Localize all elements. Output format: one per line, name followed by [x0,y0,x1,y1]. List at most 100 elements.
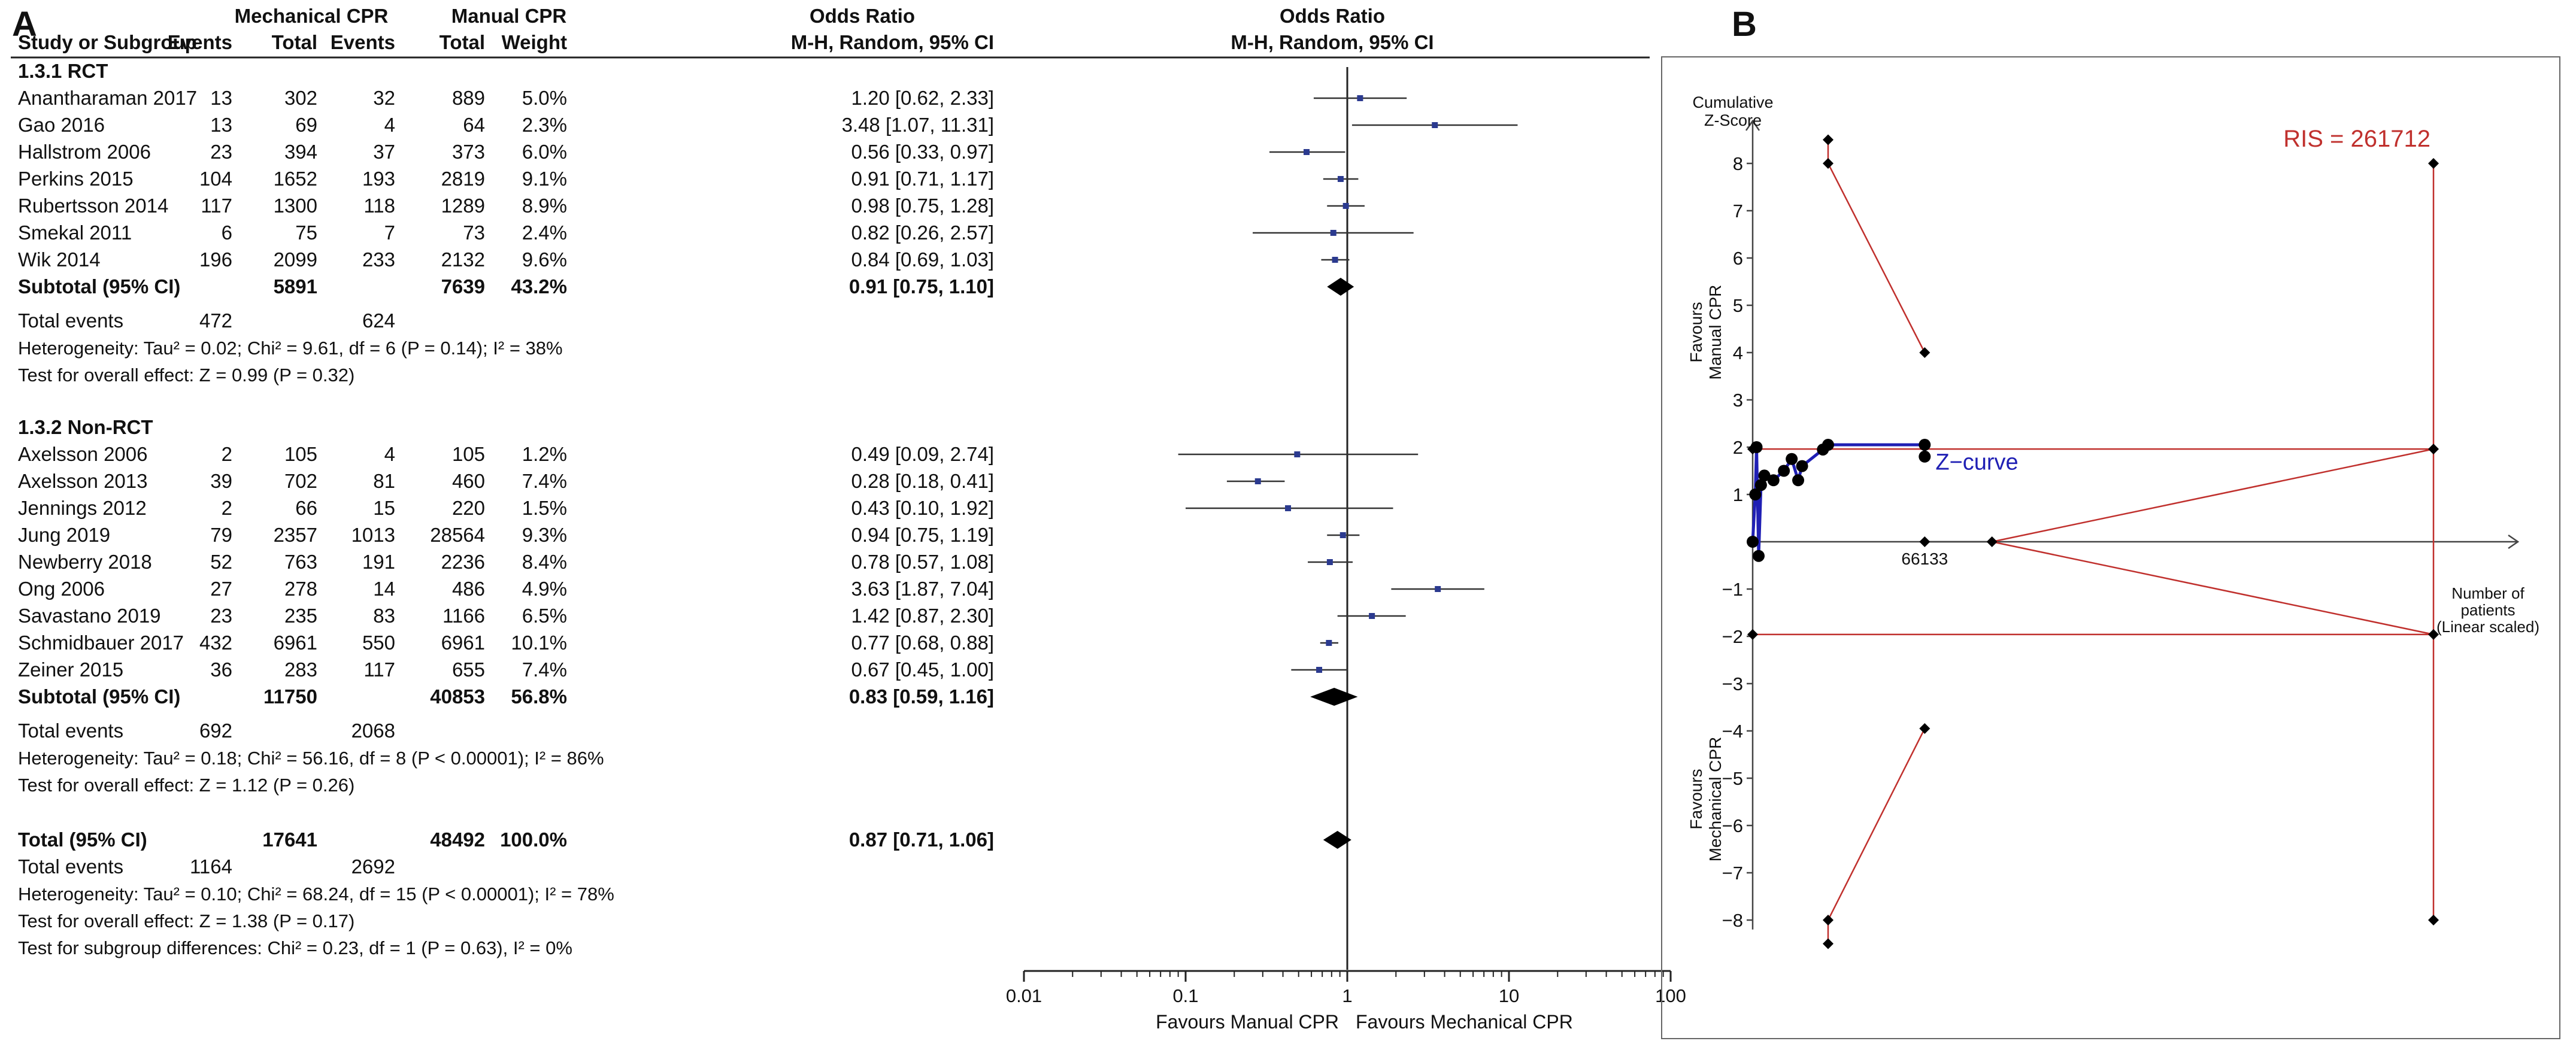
boundary-point [2428,444,2439,455]
total-manual: 2132 [441,248,485,271]
subtotal-total-mechanical: 11750 [263,685,317,708]
events-mechanical: 6 [222,221,232,244]
study-weight: 8.9% [522,195,567,217]
point-estimate [1339,532,1346,538]
study-weight: 6.5% [522,605,567,627]
point-estimate [1285,505,1292,511]
z-curve-point [1919,450,1931,463]
y-tick-label: 6 [1733,248,1743,269]
point-estimate [1432,122,1438,128]
total-label: Total (95% CI) [18,828,147,851]
total-manual: 889 [452,87,485,109]
boundary-point [2428,158,2439,169]
study-name: Gao 2016 [18,114,105,136]
total-manual: 48492 [430,828,485,851]
study-ci-text: 0.56 [0.33, 0.97] [851,141,994,163]
study-ci-text: 0.78 [0.57, 1.08] [851,551,994,573]
y-tick-label: −5 [1722,768,1743,789]
study-name: Axelsson 2006 [18,443,147,465]
subtotal-ci-text: 0.83 [0.59, 1.16] [849,685,994,708]
study-ci-text: 3.63 [1.87, 7.04] [851,578,994,600]
point-estimate [1326,559,1333,565]
point-estimate [1304,149,1310,155]
header-total-2: Total [440,31,485,53]
total-mechanical: 66 [295,497,317,519]
total-mechanical: 2357 [274,524,317,546]
subtotal-total-manual: 40853 [430,685,485,708]
study-weight: 4.9% [522,578,567,600]
events-mechanical: 2 [222,497,232,519]
header-mechanical-cpr: Mechanical CPR [235,5,389,27]
y-axis-arrow [1745,119,1760,131]
x-axis-title: Number of [2451,584,2525,602]
heterogeneity-text: Heterogeneity: Tau² = 0.02; Chi² = 9.61,… [18,338,563,359]
total-events-label: Total events [18,720,123,742]
header-manual-cpr: Manual CPR [451,5,567,27]
boundary-point [1822,915,1833,925]
study-name: Perkins 2015 [18,168,134,190]
study-weight: 2.4% [522,221,567,244]
events-manual: 4 [384,443,395,465]
study-ci-text: 0.49 [0.09, 2.74] [851,443,994,465]
events-mechanical: 13 [210,114,232,136]
total-manual: 655 [452,658,485,681]
events-manual: 83 [373,605,395,627]
total-events-manual: 2068 [351,720,395,742]
events-mechanical: 27 [210,578,232,600]
y-tick-label: 5 [1733,295,1743,316]
header-total-1: Total [272,31,317,53]
subtotal-total-manual: 7639 [441,275,485,298]
total-diamond [1323,831,1351,849]
study-name: Axelsson 2013 [18,470,147,492]
subtotal-total-mechanical: 5891 [274,275,317,298]
y-tick-label: −1 [1722,579,1743,600]
study-weight: 9.3% [522,524,567,546]
favours-manual-label: Favours Manual CPR [1156,1011,1339,1033]
total-mechanical: 17641 [262,828,317,851]
total-manual: 6961 [441,632,485,654]
total-events-mechanical: 692 [199,720,232,742]
z-curve-point [1822,439,1834,451]
events-mechanical: 196 [199,248,232,271]
study-ci-text: 1.42 [0.87, 2.30] [851,605,994,627]
point-estimate [1369,613,1375,619]
total-mechanical: 302 [284,87,317,109]
study-weight: 2.3% [522,114,567,136]
total-mechanical: 75 [295,221,317,244]
events-manual: 4 [384,114,395,136]
total-events-label: Total events [18,309,123,332]
z-curve-point [1752,550,1765,562]
study-ci-text: 0.67 [0.45, 1.00] [851,658,994,681]
point-estimate [1254,478,1261,484]
z-curve-point [1786,453,1798,465]
z-curve-label: Z−curve [1935,450,2018,475]
total-events-manual: 624 [362,309,395,332]
study-weight: 7.4% [522,470,567,492]
events-manual: 118 [363,195,395,217]
events-manual: 14 [373,578,395,600]
events-mechanical: 79 [210,524,232,546]
y-tick-label: −2 [1722,626,1743,647]
x-axis-arrow [2508,534,2520,550]
events-mechanical: 23 [210,605,232,627]
study-name: Hallstrom 2006 [18,141,151,163]
point-estimate [1332,257,1338,263]
events-mechanical: 52 [210,551,232,573]
point-estimate [1330,230,1337,236]
boundary-point [1822,134,1833,145]
study-ci-text: 0.28 [0.18, 0.41] [851,470,994,492]
overall-effect-text: Test for overall effect: Z = 1.12 (P = 0… [18,775,354,796]
total-mechanical: 278 [284,578,317,600]
subtotal-label: Subtotal (95% CI) [18,685,180,708]
y-tick-label: 4 [1733,342,1743,363]
study-weight: 9.6% [522,248,567,271]
z-curve-point [1778,465,1790,477]
study-name: Zeiner 2015 [18,658,123,681]
total-events-mechanical: 1164 [190,855,232,878]
favours-mechanical-label: Favours Mechanical CPR [1356,1011,1573,1033]
study-weight: 8.4% [522,551,567,573]
favours-manual-label: Manual CPR [1706,285,1725,380]
events-manual: 117 [363,658,395,681]
x-tick-label: 10 [1499,985,1519,1006]
